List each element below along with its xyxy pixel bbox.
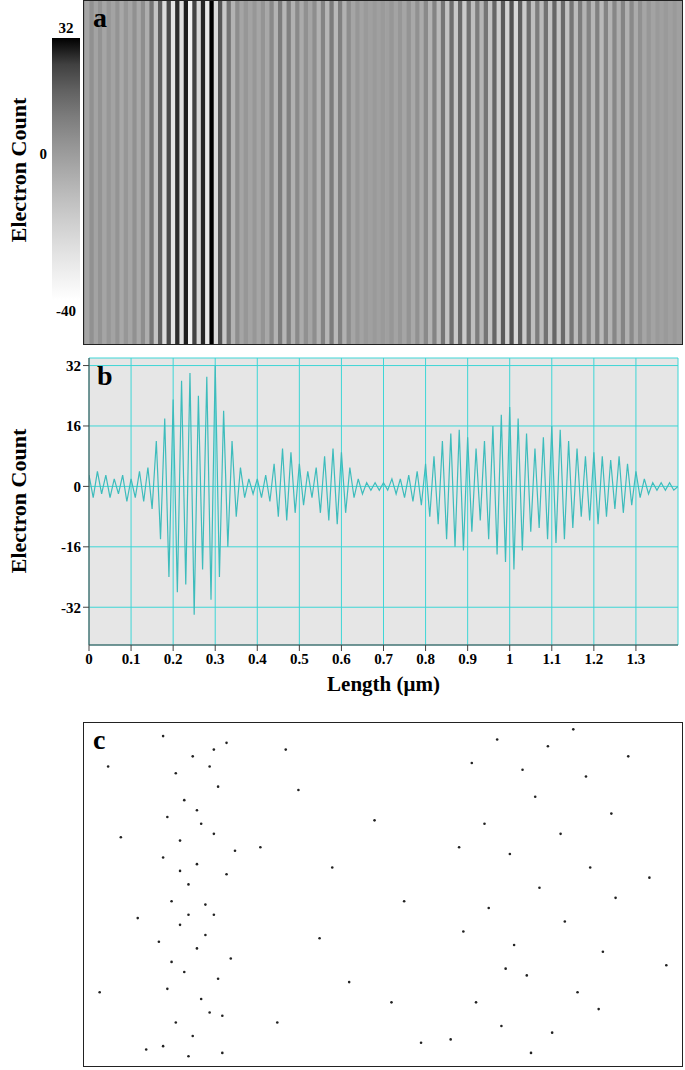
svg-text:-32: -32 [61,600,81,616]
html-text:a: a [93,2,107,33]
svg-text:0.7: 0.7 [374,651,393,667]
svg-text:1: 1 [506,651,514,667]
svg-text:0.3: 0.3 [206,651,225,667]
svg-text:0.2: 0.2 [164,651,183,667]
svg-text:-40: -40 [56,303,76,319]
svg-text:0.1: 0.1 [122,651,141,667]
svg-text:0.6: 0.6 [332,651,351,667]
svg-text:1.3: 1.3 [627,651,646,667]
svg-text:0: 0 [74,479,82,495]
svg-text:Electron Count: Electron Count [6,97,31,242]
svg-text:0.4: 0.4 [248,651,267,667]
html-text:b: b [97,360,113,391]
svg-text:0: 0 [85,651,93,667]
svg-text:0.8: 0.8 [416,651,435,667]
svg-text:1.1: 1.1 [542,651,561,667]
html-text:c: c [93,724,106,755]
svg-text:16: 16 [66,418,82,434]
svg-text:-16: -16 [61,539,81,555]
html-text:Length (μm): Length (μm) [327,672,440,696]
svg-text:1.2: 1.2 [584,651,603,667]
svg-text:0: 0 [40,146,48,162]
svg-text:32: 32 [66,358,81,374]
svg-text:0.9: 0.9 [458,651,477,667]
svg-text:Electron Count: Electron Count [6,428,31,573]
svg-text:0.5: 0.5 [290,651,309,667]
svg-text:32: 32 [59,20,74,36]
